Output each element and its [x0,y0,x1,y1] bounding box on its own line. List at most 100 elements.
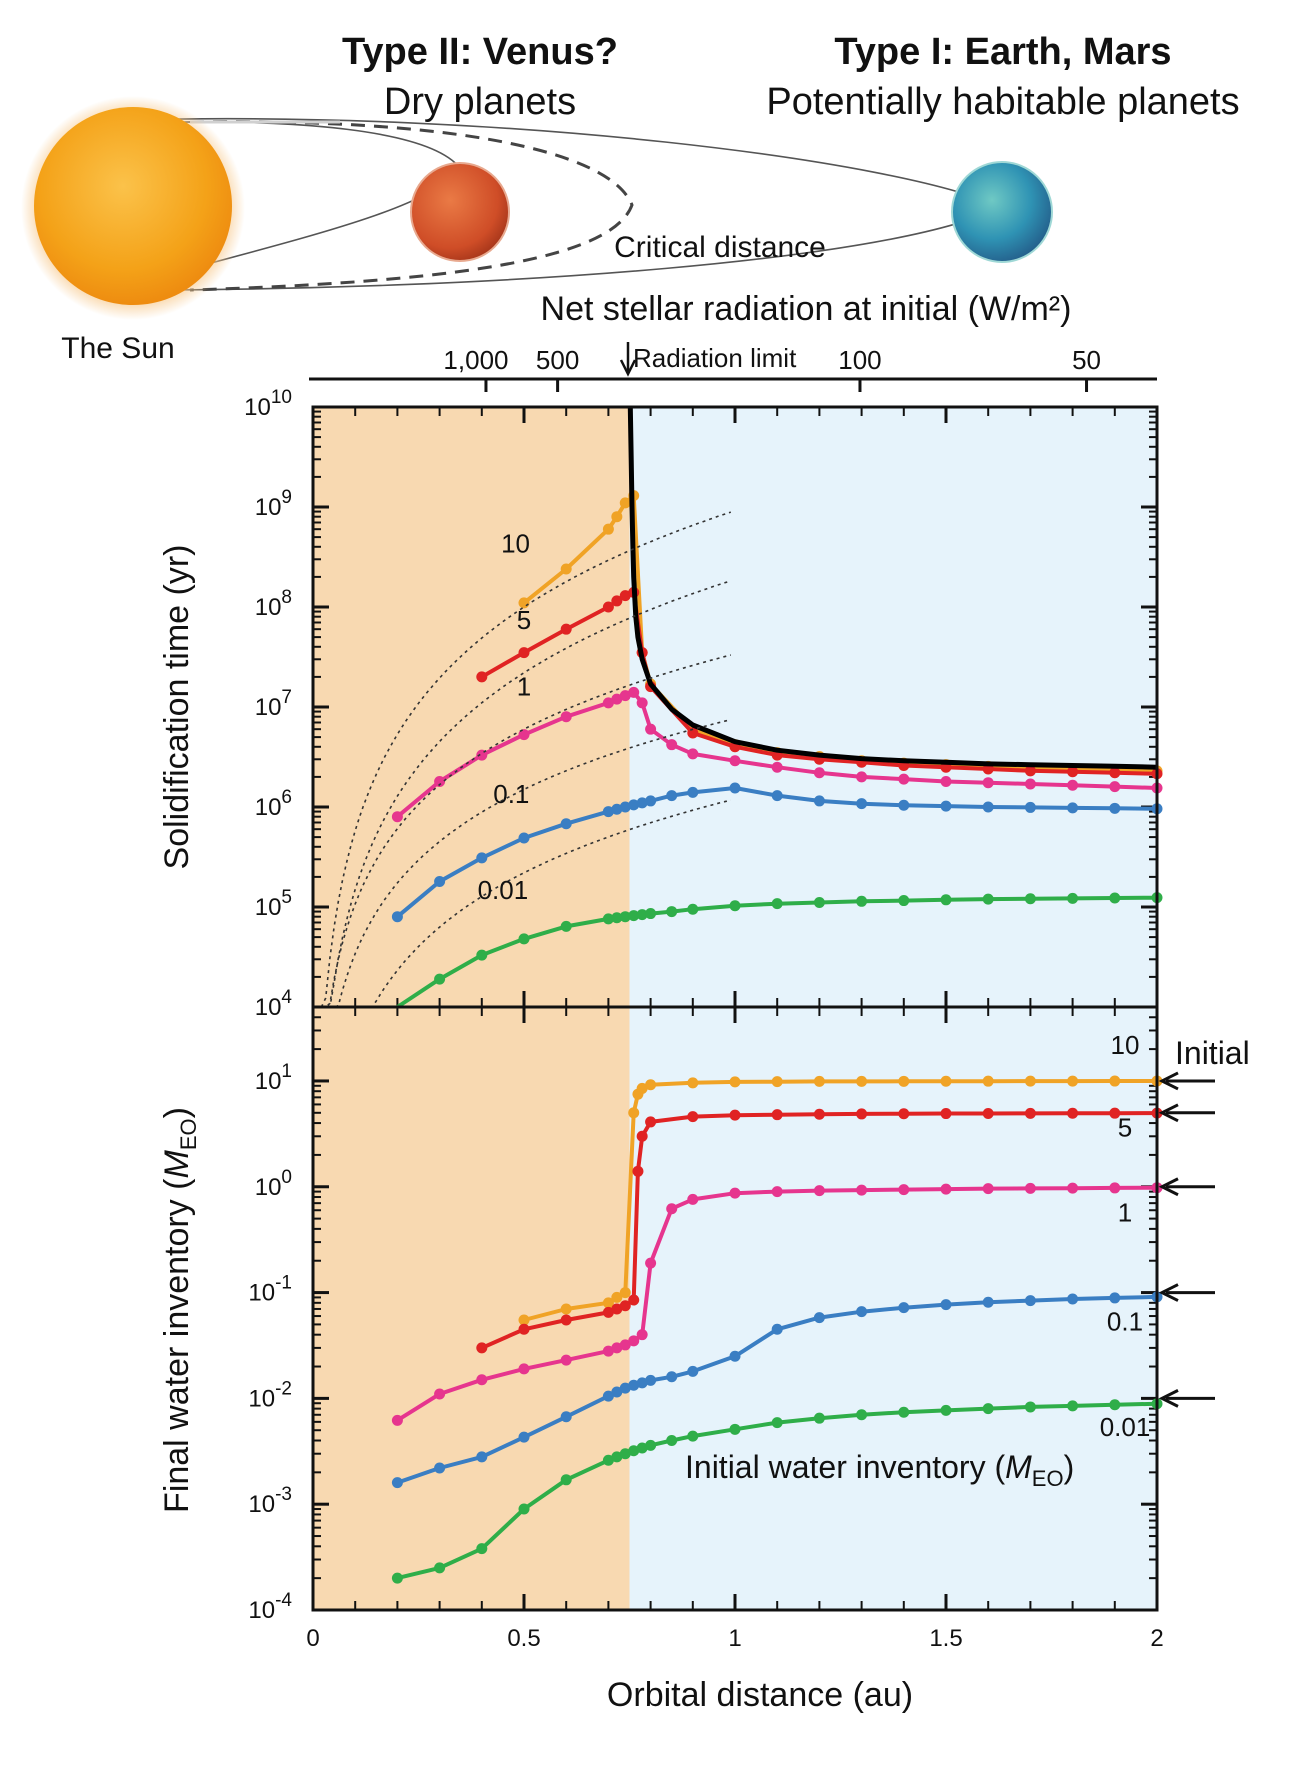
data-point [476,1451,488,1463]
data-point [666,1203,678,1215]
data-point [940,800,952,812]
data-point [476,1342,488,1354]
y-tick-base: 10 [248,1597,275,1624]
y-tick-base: 10 [248,1385,275,1412]
data-point [645,1116,657,1128]
data-point [982,893,994,905]
data-point [982,1296,994,1308]
data-point [518,1431,530,1443]
data-point [628,1335,640,1347]
y-tick-base: 10 [255,894,282,921]
data-point [628,1107,640,1119]
data-point [666,739,678,751]
data-point [560,818,572,830]
y-tick-exp: -3 [275,1484,292,1505]
analytic-guide-curve [321,718,731,1008]
earth-planet [951,161,1053,263]
data-point [1109,892,1121,904]
series-5 [476,586,1163,780]
data-point [602,523,614,535]
series-radiation-limit [627,406,1158,770]
legend-title-main: Initial water inventory ( [685,1449,1005,1485]
data-point [560,1354,572,1366]
data-point [666,1434,678,1446]
data-point [1109,767,1121,779]
data-point [898,895,910,907]
data-point [1067,892,1079,904]
data-point [1109,781,1121,793]
series-label-0-01: 0.01 [1100,1412,1151,1442]
panel1-y-axis-title: Solidification time (yr) [158,545,196,870]
data-point [940,1404,952,1416]
data-point [560,711,572,723]
type2-title: Type II: Venus? [342,31,618,73]
data-point [771,790,783,802]
sun-label: The Sun [61,332,174,365]
initial-arrow-head [1158,1071,1179,1091]
data-point [518,729,530,741]
data-point [729,755,741,767]
data-point [898,1184,910,1196]
data-point [1109,1399,1121,1411]
data-point [619,1287,631,1299]
top-tick-label: 500 [536,345,579,375]
series-line [396,1294,1158,1485]
y-tick-exp: 5 [281,887,292,908]
habitable-zone-bg [629,407,1157,1007]
initial-arrow [1158,1177,1215,1197]
data-point [518,1503,530,1515]
sun-graphic [21,96,245,320]
data-point [898,1406,910,1418]
data-point [1109,1107,1121,1119]
plot-frame [311,1005,1159,1612]
data-point [813,1185,825,1197]
top-tick-label: 1,000 [443,345,508,375]
data-point [1067,802,1079,814]
data-point [1067,1400,1079,1412]
initial-arrow [1158,1071,1215,1091]
initial-arrow-head [1158,1389,1179,1408]
y-tick-exp: 6 [281,787,292,808]
type1-subtitle: Potentially habitable planets [766,81,1239,123]
legend-title-sub: EO [1032,1466,1064,1491]
y-tick-label: 106 [255,787,292,821]
data-point [560,1303,572,1315]
legend-title-end: ) [1064,1449,1075,1485]
data-point [619,497,631,509]
data-point [687,1077,699,1089]
data-point [434,1562,446,1574]
data-point [1024,1182,1036,1194]
series-label-5: 5 [1118,1112,1132,1142]
panel2-y-title-end: ) [158,1107,196,1118]
data-point [729,900,741,912]
y-tick-label: 100 [255,1167,292,1201]
series-1 [391,686,1163,823]
series-line [396,1401,1158,1581]
data-point [619,1339,631,1351]
data-point [771,1417,783,1429]
top-axis-ticks: 1,000 500 100 50 [443,345,1101,392]
data-point [940,1299,952,1311]
y-tick-label: 104 [255,987,293,1021]
data-point [813,896,825,908]
data-point [856,895,868,907]
analytic-guide-curve [320,511,732,1008]
series-label-10: 10 [1111,1030,1140,1060]
data-point [856,1306,868,1318]
orbit-lines [129,117,1002,292]
series-line [396,786,1158,919]
x-tick-label: 0.5 [507,1625,540,1652]
data-point [628,1379,640,1391]
data-point [645,795,657,807]
series-label-0-1: 0.1 [1107,1306,1143,1336]
data-point [391,811,403,823]
data-point [687,786,699,798]
data-point [632,1165,644,1177]
y-tick-base: 10 [248,1491,275,1518]
y-tick-exp: 7 [281,687,292,708]
data-point [560,1411,572,1423]
y-tick-base: 10 [255,794,282,821]
y-tick-base: 10 [255,1068,282,1095]
panel2-y-title-main: Final water inventory ( [158,1178,196,1513]
